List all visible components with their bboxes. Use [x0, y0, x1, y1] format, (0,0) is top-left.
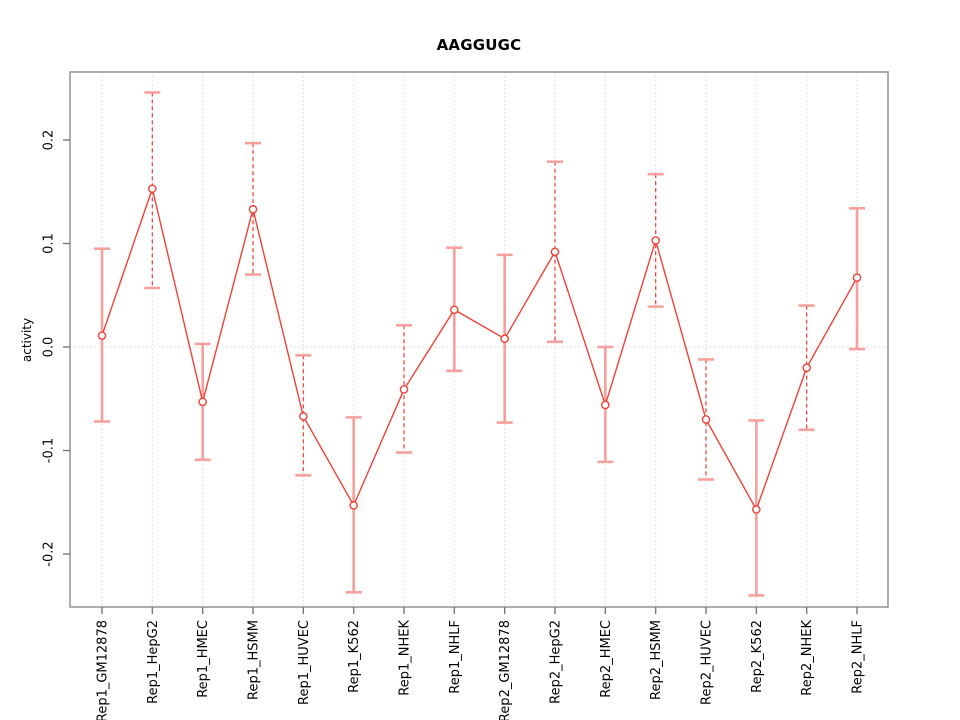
y-axis-label: activity — [20, 317, 34, 363]
x-tick-label: Rep2_NHEK — [800, 620, 815, 696]
x-tick-label: Rep1_NHLF — [448, 620, 463, 694]
data-point — [601, 400, 610, 410]
series-line — [101, 186, 858, 512]
data-point — [148, 184, 157, 193]
data-point — [752, 505, 761, 514]
x-tick-label: Rep1_HSMM — [247, 620, 262, 700]
data-point — [299, 412, 308, 421]
data-point — [701, 415, 711, 424]
x-tick-label: Rep2_HepG2 — [549, 620, 564, 704]
x-tick-label: Rep1_K562 — [347, 620, 362, 693]
data-point — [248, 205, 258, 214]
x-tick-label: Rep2_HSMM — [649, 620, 664, 700]
data-point — [450, 305, 459, 315]
y-tick-label: 0.0 — [42, 337, 57, 358]
data-point — [550, 247, 560, 257]
x-tick-label: Rep1_HMEC — [196, 620, 211, 698]
y-tick-label: -0.2 — [42, 541, 57, 566]
data-point — [349, 501, 358, 510]
chart-title: AAGGUGC — [436, 36, 522, 54]
data-point — [399, 385, 409, 394]
x-tick-label: Rep1_NHEK — [398, 620, 413, 696]
y-tick-label: 0.2 — [42, 130, 57, 151]
plot-box — [69, 71, 889, 608]
x-tick-label: Rep2_K562 — [750, 620, 765, 693]
data-point — [97, 331, 107, 340]
x-tick-label: Rep2_HMEC — [599, 620, 614, 698]
data-point — [802, 363, 811, 373]
y-tick-label: 0.1 — [42, 233, 57, 254]
x-tick-label: Rep2_NHLF — [851, 620, 866, 694]
y-tick-label: -0.1 — [42, 438, 57, 463]
data-point — [198, 397, 207, 407]
x-tick-label: Rep1_HepG2 — [146, 620, 161, 704]
data-point — [852, 273, 862, 282]
data-point — [500, 334, 509, 344]
x-tick-label: Rep1_HUVEC — [297, 620, 312, 705]
x-tick-label: Rep1_GM12878 — [96, 620, 111, 720]
x-tick-label: Rep2_HUVEC — [700, 620, 715, 705]
data-point — [651, 236, 660, 245]
x-tick-label: Rep2_GM12878 — [498, 620, 513, 720]
